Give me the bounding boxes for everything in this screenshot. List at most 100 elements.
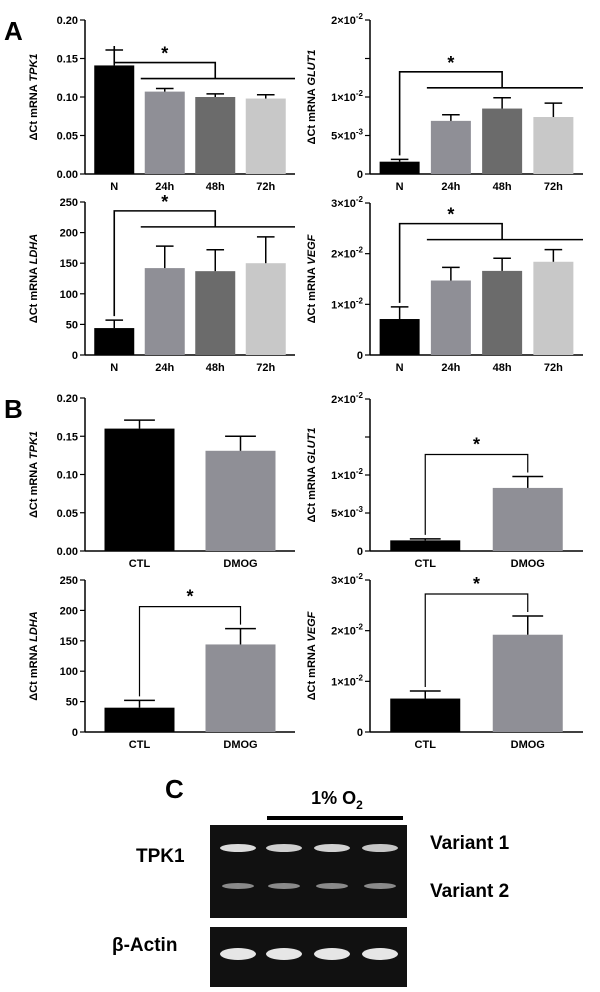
- y-tick-label-main: 0: [357, 350, 363, 362]
- bar-n: [379, 319, 420, 355]
- chart-B1: 0.00 0.05 0.10 0.15 0.20 ΔCt mRNA TPK1 CTL DMOG: [28, 393, 295, 570]
- y-axis-label-text: ΔCt mRNA: [28, 264, 40, 323]
- y-tick-label: 0.10: [57, 92, 78, 104]
- gel-band-label-variant1: Variant 1: [430, 833, 510, 854]
- y-axis-label-text: ΔCt mRNA: [28, 82, 40, 141]
- bar-ctl: [390, 698, 461, 732]
- x-tick-label: DMOG: [511, 739, 545, 751]
- y-tick-label: 0.10: [57, 470, 78, 482]
- y-axis-label: ΔCt mRNA TPK1: [28, 431, 40, 518]
- x-tick-label: DMOG: [223, 739, 257, 751]
- x-tick-label: 48h: [493, 181, 512, 193]
- y-tick-label: 2×10-2: [331, 391, 363, 406]
- gel-band-variant1: [362, 844, 398, 852]
- x-tick-label: 48h: [206, 362, 225, 374]
- y-axis-label-gene: LDHA: [28, 611, 40, 642]
- y-tick-label-main: 5×10: [331, 131, 356, 143]
- significance-star: *: [473, 435, 480, 455]
- y-axis-label-text: ΔCt mRNA: [28, 459, 40, 518]
- significance-bracket: [113, 46, 217, 79]
- gel-band-variant2: [222, 883, 254, 889]
- y-axis-label: ΔCt mRNA GLUT1: [306, 428, 318, 523]
- x-tick-label: 72h: [544, 181, 563, 193]
- y-tick-label-main: 150: [60, 258, 78, 270]
- y-tick-label: 0.05: [57, 131, 78, 143]
- y-tick-label: 1×10-2: [331, 296, 363, 311]
- gel-band-actin: [220, 948, 256, 960]
- gel-row-label-tpk1: TPK1: [136, 846, 185, 867]
- y-axis-label: ΔCt mRNA GLUT1: [306, 50, 318, 145]
- y-tick-label-main: 2×10: [331, 249, 356, 261]
- y-tick-label-main: 0.20: [57, 393, 78, 405]
- y-tick-label-main: 0: [357, 169, 363, 181]
- bar-72h: [533, 261, 574, 355]
- y-tick-label-main: 50: [66, 319, 78, 331]
- y-axis-label: ΔCt mRNA LDHA: [28, 611, 40, 700]
- gel-band-variant1: [314, 844, 350, 852]
- panel-label-b: B: [4, 394, 23, 424]
- bar-n: [94, 328, 135, 355]
- y-tick-label-main: 50: [66, 697, 78, 709]
- x-tick-label: CTL: [415, 558, 437, 570]
- chart-A1: 0.00 0.05 0.10 0.15 0.20 ΔCt mRNA TPK1 N 24h 48h…: [28, 15, 295, 193]
- significance-star: *: [186, 587, 193, 607]
- chart-A3: 0 50 100 150 200 250 ΔCt mRNA LDHA N 24h 48h 72h *: [28, 192, 295, 374]
- significance-star: *: [447, 53, 454, 73]
- significance-bracket: [424, 453, 529, 535]
- y-tick-label: 0: [357, 350, 363, 362]
- y-tick-label-main: 200: [60, 605, 78, 617]
- y-tick-label: 1×10-2: [331, 467, 363, 482]
- y-tick-label: 0: [72, 350, 78, 362]
- y-axis-label-gene: TPK1: [28, 54, 40, 82]
- x-tick-label: CTL: [415, 739, 437, 751]
- y-tick-label: 5×10-3: [331, 505, 363, 520]
- gel-condition-sub: 2: [356, 798, 363, 812]
- x-tick-label: CTL: [129, 739, 151, 751]
- y-tick-label: 150: [60, 258, 78, 270]
- x-tick-label: 48h: [493, 362, 512, 374]
- y-tick-label-exponent: -2: [356, 12, 364, 21]
- y-tick-label: 0: [357, 727, 363, 739]
- y-tick-label-main: 150: [60, 636, 78, 648]
- x-tick-label: 24h: [155, 362, 174, 374]
- y-tick-label-main: 0: [357, 546, 363, 558]
- y-tick-label-exponent: -2: [356, 673, 364, 682]
- y-tick-label: 200: [60, 228, 78, 240]
- y-tick-label-main: 100: [60, 289, 78, 301]
- y-tick-label: 0.15: [57, 54, 78, 66]
- significance-bracket: [424, 593, 529, 687]
- y-tick-label-main: 250: [60, 197, 78, 209]
- gel-condition-main: 1% O: [311, 788, 356, 808]
- bar-72h: [245, 98, 286, 174]
- y-tick-label-main: 0.00: [57, 546, 78, 558]
- bar-48h: [195, 97, 236, 174]
- panel-label-a: A: [4, 16, 23, 46]
- y-tick-label-exponent: -2: [356, 89, 364, 98]
- y-tick-label-main: 0.05: [57, 131, 78, 143]
- y-tick-label: 2×10-2: [331, 12, 363, 27]
- y-tick-label: 0.15: [57, 431, 78, 443]
- panel-label-c: C: [165, 774, 184, 804]
- y-tick-label-main: 0.15: [57, 431, 78, 443]
- y-tick-label: 0: [72, 727, 78, 739]
- y-axis-label: ΔCt mRNA VEGF: [306, 611, 318, 700]
- y-tick-label: 100: [60, 289, 78, 301]
- y-tick-label: 0.00: [57, 546, 78, 558]
- significance-star: *: [473, 574, 480, 594]
- y-tick-label-main: 5×10: [331, 508, 356, 520]
- y-tick-label: 0: [357, 546, 363, 558]
- x-tick-label: 24h: [441, 362, 460, 374]
- bar-dmog: [492, 634, 563, 732]
- bar-dmog: [492, 487, 563, 551]
- y-tick-label-main: 0.20: [57, 15, 78, 27]
- bar-ctl: [390, 540, 461, 551]
- y-tick-label: 100: [60, 666, 78, 678]
- y-tick-label-main: 2×10: [331, 394, 356, 406]
- bar-n: [379, 161, 420, 174]
- x-tick-label: 72h: [256, 181, 275, 193]
